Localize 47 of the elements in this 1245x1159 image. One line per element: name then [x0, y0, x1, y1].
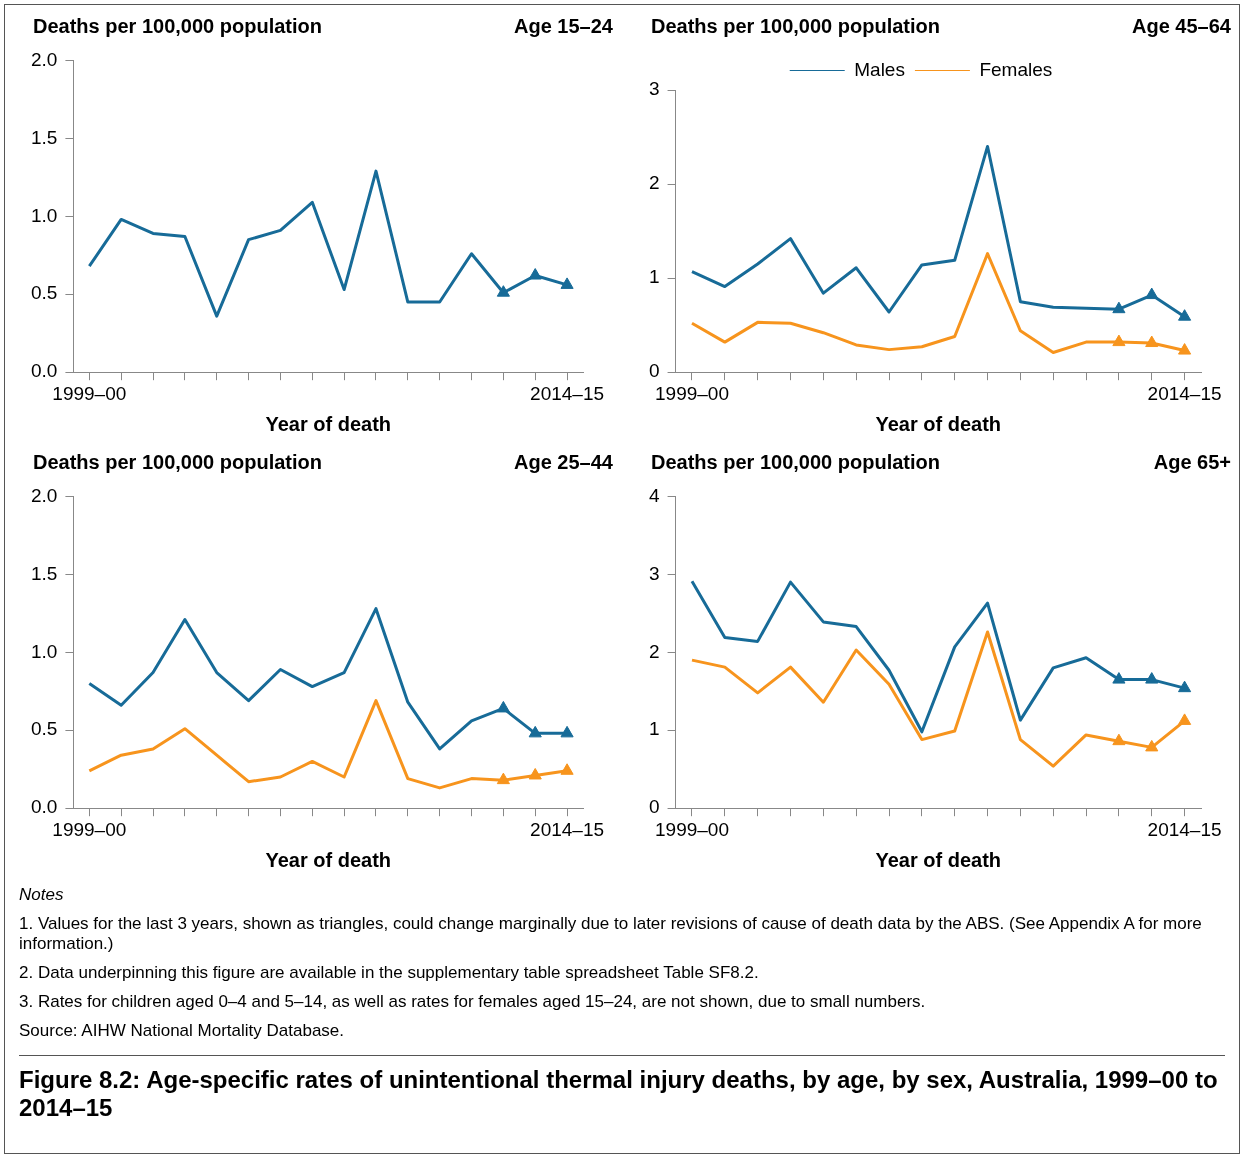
- y-tick-label: 3: [648, 562, 660, 584]
- source-note: Source: AIHW National Mortality Database.: [19, 1021, 346, 1041]
- y-axis-title: Deaths per 100,000 population: [33, 451, 322, 475]
- y-tick-label: 0: [648, 796, 660, 818]
- x-tick-label: 1999–00: [52, 818, 127, 840]
- y-tick-label: 2: [648, 640, 660, 662]
- y-tick-label: 0: [648, 360, 660, 382]
- x-tick-label: 2014–15: [530, 382, 605, 404]
- y-tick-label: 1.0: [30, 640, 58, 662]
- y-tick-label: 1.5: [30, 562, 58, 584]
- x-tick-label: 2014–15: [530, 818, 605, 840]
- chart-title: Age 15–24: [514, 15, 613, 39]
- y-tick-label: 0.5: [30, 718, 58, 740]
- text: 1. Values for the last 3 years, shown as triangles, could change marginally due to later revisions of cause of death data by the ABS. (See Appendix A for more information.): [19, 914, 1203, 954]
- y-tick-label: 2: [648, 172, 660, 194]
- text: Notes: [19, 885, 65, 905]
- chart-title: Age 65+: [1153, 451, 1231, 475]
- y-tick-label: 0.5: [30, 282, 58, 304]
- y-axis-title: Deaths per 100,000 population: [651, 451, 940, 475]
- y-tick-label: 3: [648, 78, 660, 100]
- x-tick-label: 2014–15: [1147, 382, 1222, 404]
- x-tick-label: 1999–00: [655, 818, 729, 840]
- x-tick-label: 2014–15: [1147, 818, 1222, 840]
- y-tick-label: 1.5: [30, 126, 58, 148]
- text: 2. Data underpinning this figure are available in the supplementary table spreadsheet Table SF8.2.: [19, 963, 760, 983]
- y-tick-label: 4: [648, 484, 660, 506]
- y-tick-label: 2.0: [30, 48, 58, 70]
- y-axis-title: Deaths per 100,000 population: [651, 15, 940, 39]
- x-axis-title: Year of death: [265, 848, 392, 871]
- text: Figure 8.2: Age-specific rates of unintentional thermal injury deaths, by age, by sex, Australia, 1999–00 to 2014–15: [19, 1055, 1225, 1122]
- text: 3. Rates for children aged 0–4 and 5–14, as well as rates for females aged 15–24, are not shown, due to small numbers.: [19, 992, 927, 1012]
- x-axis-title: Year of death: [875, 412, 1002, 435]
- y-tick-label: 1: [648, 718, 660, 740]
- x-tick-label: 1999–00: [52, 382, 127, 404]
- chart-title: Age 25–44: [514, 451, 613, 475]
- x-axis-title: Year of death: [875, 848, 1002, 871]
- y-tick-label: 1: [648, 266, 660, 288]
- y-tick-label: 2.0: [30, 484, 58, 506]
- y-tick-label: 0.0: [30, 360, 58, 382]
- y-tick-label: 1.0: [30, 204, 58, 226]
- y-tick-label: 0.0: [30, 796, 58, 818]
- y-axis-title: Deaths per 100,000 population: [33, 15, 322, 39]
- x-tick-label: 1999–00: [655, 382, 729, 404]
- chart-title: Age 45–64: [1132, 15, 1231, 39]
- x-axis-title: Year of death: [265, 412, 392, 435]
- legend-label: Males: [854, 58, 905, 80]
- legend-label: Females: [979, 58, 1053, 80]
